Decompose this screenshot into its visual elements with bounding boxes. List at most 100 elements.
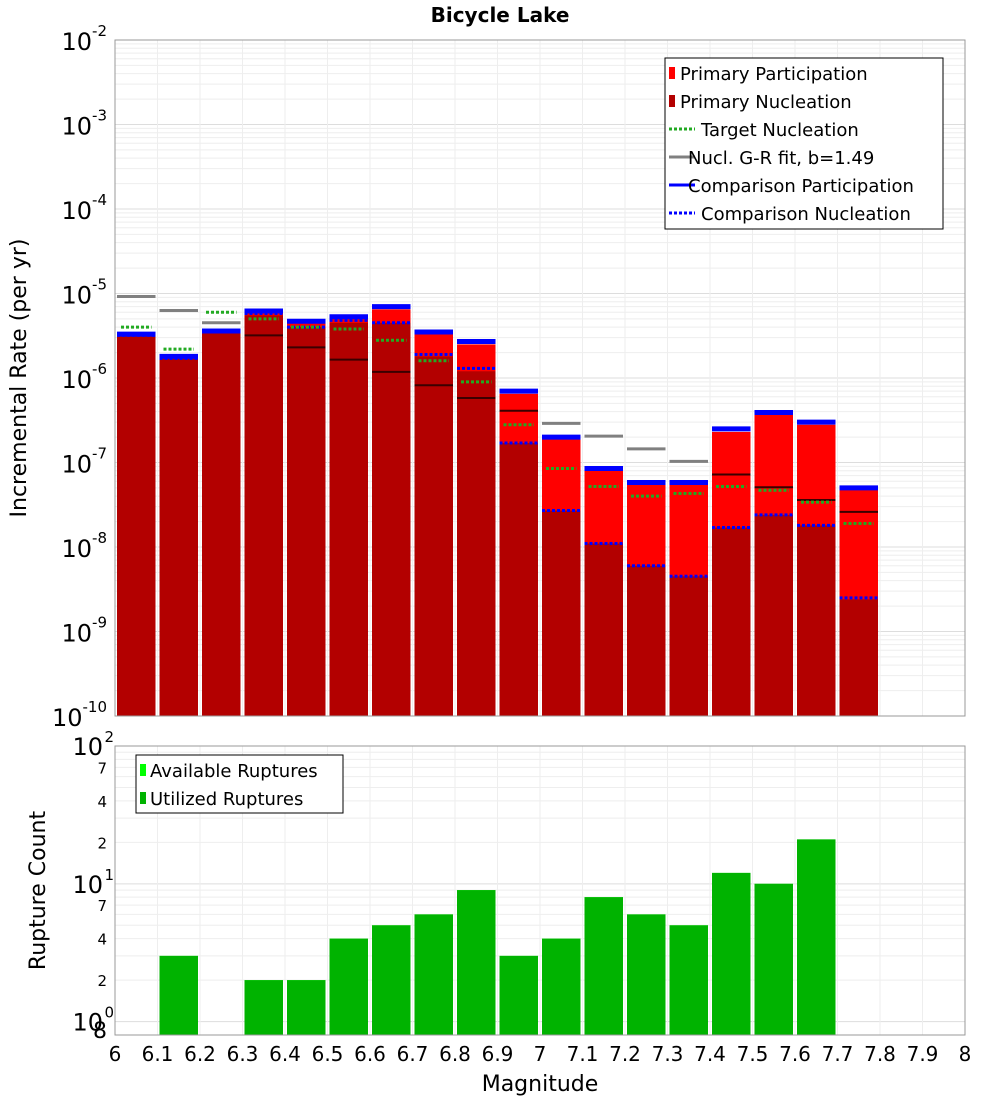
- primary-nucleation-bar: [669, 576, 708, 716]
- x-tick-label: 6.2: [184, 1042, 216, 1066]
- count-legend-swatch: [140, 764, 146, 776]
- x-tick-label: 6: [109, 1042, 122, 1066]
- x-tick-label: 6.7: [397, 1042, 429, 1066]
- x-tick-label: 8: [959, 1042, 972, 1066]
- utilized-ruptures-bar: [372, 925, 411, 1035]
- count-y-tick-label: 7: [97, 759, 107, 777]
- rate-legend-swatch: [669, 95, 675, 107]
- utilized-ruptures-bar: [287, 980, 326, 1035]
- x-tick-label: 7.6: [779, 1042, 811, 1066]
- x-tick-label: 6.3: [227, 1042, 259, 1066]
- primary-nucleation-bar: [244, 315, 283, 716]
- count-y-tick-label: 4: [97, 931, 107, 949]
- utilized-ruptures-bar: [244, 980, 283, 1035]
- rate-legend-label: Primary Participation: [680, 64, 868, 85]
- rate-legend-label: Comparison Nucleation: [701, 204, 911, 225]
- x-tick-label: 6.9: [482, 1042, 514, 1066]
- rate-y-tick-label: 10-2: [61, 22, 107, 56]
- count-y-decade-label: 10: [72, 733, 103, 761]
- primary-nucleation-bar: [839, 599, 878, 716]
- rate-y-tick-label: 10-4: [61, 191, 107, 225]
- primary-nucleation-bar: [159, 358, 198, 716]
- x-tick-label: 6.5: [312, 1042, 344, 1066]
- utilized-ruptures-bar: [669, 925, 708, 1035]
- x-tick-labels: 6 6.1 6.2 6.3 6.4 6.5 6.6 6.7 6.8 6.9 7 7.1 7.2 7.3 7.…: [109, 1042, 972, 1066]
- count-y-tick-label: 4: [97, 793, 107, 811]
- rate-legend-box: [664, 57, 944, 230]
- primary-nucleation-bar: [287, 327, 326, 716]
- chart-title: Bicycle Lake: [431, 3, 570, 27]
- count-legend-box: [135, 754, 344, 814]
- count-y-decade-exponent: 0: [104, 1004, 114, 1022]
- utilized-ruptures-bar: [584, 897, 623, 1035]
- count-y-decade-label: 10: [72, 1009, 103, 1037]
- count-y-decade-label: 10: [72, 871, 103, 899]
- x-tick-label: 7.1: [567, 1042, 599, 1066]
- x-axis-label: Magnitude: [482, 1072, 599, 1097]
- rate-bars: [117, 295, 878, 716]
- rate-y-tick-label: 10-7: [61, 445, 107, 479]
- primary-nucleation-bar: [372, 322, 411, 716]
- count-legend-swatch: [140, 792, 146, 804]
- count-legend-label: Utilized Ruptures: [150, 789, 303, 810]
- primary-nucleation-bar: [797, 525, 836, 716]
- count-y-tick-label: 7: [97, 897, 107, 915]
- rate-legend-label: Primary Nucleation: [680, 92, 852, 113]
- count-y-axis-label: Rupture Count: [26, 811, 51, 971]
- utilized-ruptures-bar: [159, 955, 198, 1035]
- rate-y-axis-label: Incremental Rate (per yr): [7, 239, 32, 518]
- rate-y-tick-label: 10-9: [61, 614, 107, 648]
- x-tick-label: 7.2: [609, 1042, 641, 1066]
- primary-nucleation-bar: [712, 527, 751, 716]
- primary-nucleation-bar: [499, 443, 538, 716]
- rate-legend-label: Target Nucleation: [700, 120, 859, 141]
- rate-y-tick-label: 10-8: [61, 529, 107, 563]
- rate-y-tick-label: 10-10: [52, 698, 107, 732]
- primary-nucleation-bar: [414, 356, 453, 716]
- count-y-decade-exponent: 2: [104, 728, 114, 746]
- x-tick-label: 7.4: [694, 1042, 726, 1066]
- primary-nucleation-bar: [202, 332, 241, 716]
- primary-nucleation-bar: [117, 335, 156, 716]
- count-y-decade-exponent: 1: [104, 866, 114, 884]
- x-tick-label: 7.8: [864, 1042, 896, 1066]
- rate-y-tick-label: 10-3: [61, 107, 107, 141]
- rate-legend: Primary Participation Primary Nucleation T…: [664, 57, 944, 230]
- primary-nucleation-bar: [754, 514, 793, 716]
- rate-legend-label: Nucl. G-R fit, b=1.49: [688, 148, 874, 169]
- count-bars: [159, 839, 836, 1035]
- x-tick-label: 7: [534, 1042, 547, 1066]
- primary-nucleation-bar: [457, 371, 496, 716]
- utilized-ruptures-bar: [797, 839, 836, 1035]
- utilized-ruptures-bar: [457, 890, 496, 1035]
- utilized-ruptures-bar: [712, 872, 751, 1035]
- x-tick-label: 7.9: [907, 1042, 939, 1066]
- x-tick-label: 6.6: [354, 1042, 386, 1066]
- x-tick-label: 6.1: [142, 1042, 174, 1066]
- utilized-ruptures-bar: [754, 883, 793, 1035]
- rate-legend-label: Comparison Participation: [688, 176, 914, 197]
- primary-nucleation-bar: [329, 322, 368, 716]
- rate-legend-swatch: [669, 67, 675, 79]
- utilized-ruptures-bar: [499, 955, 538, 1035]
- utilized-ruptures-bar: [542, 938, 581, 1035]
- x-tick-label: 7.3: [652, 1042, 684, 1066]
- count-legend: Available Ruptures Utilized Ruptures: [135, 754, 344, 814]
- utilized-ruptures-bar: [627, 914, 666, 1035]
- rate-y-tick-labels: 10-10 10-9 10-8 10-7 10-6 10-5 10-4 10-3 10-2: [52, 22, 107, 732]
- rate-plot-frame: [114, 39, 966, 717]
- count-y-tick-label: 2: [97, 834, 107, 852]
- utilized-ruptures-bar: [414, 914, 453, 1035]
- count-legend-label: Available Ruptures: [150, 761, 318, 782]
- x-tick-label: 7.7: [822, 1042, 854, 1066]
- rate-y-tick-label: 10-6: [61, 360, 107, 394]
- rate-plot: 10-10 10-9 10-8 10-7 10-6 10-5 10-4 10-3 10-2 Bic…: [7, 3, 966, 732]
- x-tick-label: 6.4: [269, 1042, 301, 1066]
- rate-y-tick-label: 10-5: [61, 276, 107, 310]
- count-y-tick-label: 8: [93, 1019, 107, 1044]
- count-plot-frame: [114, 745, 966, 1036]
